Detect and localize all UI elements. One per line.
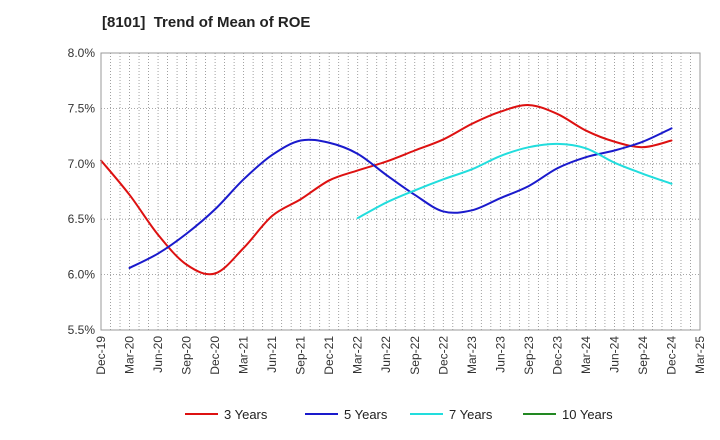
- x-tick-label: Dec-24: [664, 336, 678, 375]
- x-tick-label: Sep-20: [180, 336, 194, 375]
- x-tick-label: Sep-22: [408, 336, 422, 375]
- legend-label: 3 Years: [224, 407, 268, 422]
- x-tick-label: Jun-23: [493, 336, 507, 373]
- legend-label: 7 Years: [449, 407, 493, 422]
- series-line-5-years: [128, 127, 673, 269]
- x-tick-label: Sep-24: [636, 336, 650, 375]
- y-axis-ticks: 5.5% 6.0% 6.5% 7.0% 7.5% 8.0%: [68, 46, 96, 337]
- legend-label: 10 Years: [562, 407, 613, 422]
- series-line-7-years: [356, 142, 673, 220]
- x-tick-label: Mar-21: [237, 336, 251, 374]
- x-tick-label: Mar-22: [351, 336, 365, 374]
- plot-frame: [100, 52, 701, 331]
- x-tick-label: Dec-21: [322, 336, 336, 375]
- x-tick-label: Dec-23: [550, 336, 564, 375]
- y-tick-label: 5.5%: [68, 323, 96, 337]
- x-tick-label: Dec-20: [208, 336, 222, 375]
- y-tick-label: 7.0%: [68, 157, 96, 171]
- x-tick-label: Mar-24: [579, 336, 593, 374]
- x-tick-label: Jun-20: [151, 336, 165, 373]
- legend-label: 5 Years: [344, 407, 388, 422]
- x-tick-label: Mar-20: [123, 336, 137, 374]
- x-tick-label: Dec-19: [94, 336, 108, 375]
- chart-title: [8101] Trend of Mean of ROE: [102, 14, 311, 31]
- y-tick-label: 8.0%: [68, 46, 96, 60]
- y-tick-label: 7.5%: [68, 101, 96, 115]
- x-tick-label: Mar-23: [465, 336, 479, 374]
- series-lines: [100, 104, 673, 276]
- legend: 3 Years 5 Years 7 Years 10 Years: [185, 407, 613, 422]
- series-line-3-years: [100, 104, 673, 276]
- y-tick-label: 6.5%: [68, 212, 96, 226]
- x-tick-label: Jun-21: [265, 336, 279, 373]
- x-tick-label: Jun-24: [607, 336, 621, 373]
- grid: [101, 52, 700, 331]
- x-tick-label: Sep-21: [294, 336, 308, 375]
- x-axis-ticks: Dec-19 Mar-20 Jun-20 Sep-20 Dec-20 Mar-21 Jun-…: [94, 336, 707, 375]
- x-tick-label: Mar-25: [693, 336, 707, 374]
- x-tick-label: Dec-22: [436, 336, 450, 375]
- x-tick-label: Sep-23: [522, 336, 536, 375]
- x-tick-label: Jun-22: [379, 336, 393, 373]
- y-tick-label: 6.0%: [68, 268, 96, 282]
